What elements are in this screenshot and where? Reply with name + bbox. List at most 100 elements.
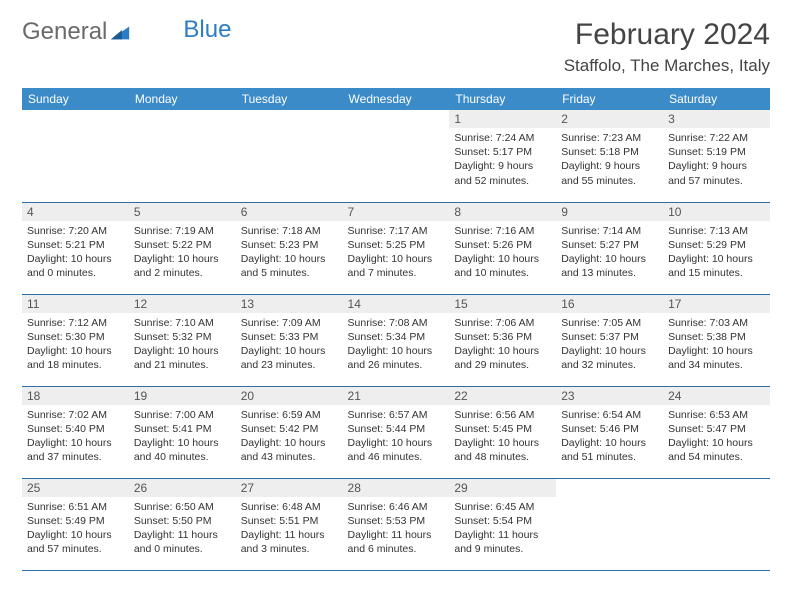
day-number: 28 bbox=[343, 479, 450, 497]
calendar-cell: 9Sunrise: 7:14 AMSunset: 5:27 PMDaylight… bbox=[556, 202, 663, 294]
sunrise-line: Sunrise: 7:20 AM bbox=[27, 224, 124, 238]
daylight-line: Daylight: 10 hours and 43 minutes. bbox=[241, 436, 338, 464]
sunrise-line: Sunrise: 7:14 AM bbox=[561, 224, 658, 238]
day-number: 15 bbox=[449, 295, 556, 313]
day-details: Sunrise: 7:13 AMSunset: 5:29 PMDaylight:… bbox=[663, 221, 770, 281]
daylight-line: Daylight: 10 hours and 13 minutes. bbox=[561, 252, 658, 280]
sunrise-line: Sunrise: 6:59 AM bbox=[241, 408, 338, 422]
day-details: Sunrise: 7:16 AMSunset: 5:26 PMDaylight:… bbox=[449, 221, 556, 281]
calendar-cell: 24Sunrise: 6:53 AMSunset: 5:47 PMDayligh… bbox=[663, 386, 770, 478]
sunrise-line: Sunrise: 7:05 AM bbox=[561, 316, 658, 330]
day-details: Sunrise: 6:57 AMSunset: 5:44 PMDaylight:… bbox=[343, 405, 450, 465]
sunrise-line: Sunrise: 6:48 AM bbox=[241, 500, 338, 514]
sunrise-line: Sunrise: 6:51 AM bbox=[27, 500, 124, 514]
daylight-line: Daylight: 10 hours and 54 minutes. bbox=[668, 436, 765, 464]
sunrise-line: Sunrise: 7:22 AM bbox=[668, 131, 765, 145]
sunset-line: Sunset: 5:51 PM bbox=[241, 514, 338, 528]
daylight-line: Daylight: 10 hours and 34 minutes. bbox=[668, 344, 765, 372]
day-details: Sunrise: 7:08 AMSunset: 5:34 PMDaylight:… bbox=[343, 313, 450, 373]
daylight-line: Daylight: 10 hours and 51 minutes. bbox=[561, 436, 658, 464]
daylight-line: Daylight: 10 hours and 46 minutes. bbox=[348, 436, 445, 464]
calendar-table: SundayMondayTuesdayWednesdayThursdayFrid… bbox=[22, 88, 770, 571]
logo-icon bbox=[109, 21, 131, 43]
calendar-cell: 6Sunrise: 7:18 AMSunset: 5:23 PMDaylight… bbox=[236, 202, 343, 294]
day-number: 27 bbox=[236, 479, 343, 497]
day-header: Friday bbox=[556, 88, 663, 110]
day-details: Sunrise: 7:06 AMSunset: 5:36 PMDaylight:… bbox=[449, 313, 556, 373]
sunset-line: Sunset: 5:49 PM bbox=[27, 514, 124, 528]
day-number: 29 bbox=[449, 479, 556, 497]
sunset-line: Sunset: 5:23 PM bbox=[241, 238, 338, 252]
logo: General Blue bbox=[22, 18, 231, 46]
day-details: Sunrise: 7:12 AMSunset: 5:30 PMDaylight:… bbox=[22, 313, 129, 373]
day-details: Sunrise: 7:14 AMSunset: 5:27 PMDaylight:… bbox=[556, 221, 663, 281]
daylight-line: Daylight: 9 hours and 57 minutes. bbox=[668, 159, 765, 187]
calendar-head: SundayMondayTuesdayWednesdayThursdayFrid… bbox=[22, 88, 770, 110]
daylight-line: Daylight: 10 hours and 10 minutes. bbox=[454, 252, 551, 280]
sunset-line: Sunset: 5:29 PM bbox=[668, 238, 765, 252]
sunset-line: Sunset: 5:22 PM bbox=[134, 238, 231, 252]
day-details: Sunrise: 6:45 AMSunset: 5:54 PMDaylight:… bbox=[449, 497, 556, 557]
calendar-cell: 18Sunrise: 7:02 AMSunset: 5:40 PMDayligh… bbox=[22, 386, 129, 478]
day-details: Sunrise: 7:20 AMSunset: 5:21 PMDaylight:… bbox=[22, 221, 129, 281]
daylight-line: Daylight: 10 hours and 7 minutes. bbox=[348, 252, 445, 280]
day-details: Sunrise: 7:03 AMSunset: 5:38 PMDaylight:… bbox=[663, 313, 770, 373]
day-number: 1 bbox=[449, 110, 556, 128]
daylight-line: Daylight: 10 hours and 48 minutes. bbox=[454, 436, 551, 464]
calendar-cell: 28Sunrise: 6:46 AMSunset: 5:53 PMDayligh… bbox=[343, 478, 450, 570]
calendar-cell: 22Sunrise: 6:56 AMSunset: 5:45 PMDayligh… bbox=[449, 386, 556, 478]
calendar-cell: 23Sunrise: 6:54 AMSunset: 5:46 PMDayligh… bbox=[556, 386, 663, 478]
day-number: 5 bbox=[129, 203, 236, 221]
calendar-cell: 1Sunrise: 7:24 AMSunset: 5:17 PMDaylight… bbox=[449, 110, 556, 202]
day-header: Saturday bbox=[663, 88, 770, 110]
sunrise-line: Sunrise: 7:18 AM bbox=[241, 224, 338, 238]
calendar-cell: 19Sunrise: 7:00 AMSunset: 5:41 PMDayligh… bbox=[129, 386, 236, 478]
day-details: Sunrise: 6:46 AMSunset: 5:53 PMDaylight:… bbox=[343, 497, 450, 557]
sunrise-line: Sunrise: 7:09 AM bbox=[241, 316, 338, 330]
sunrise-line: Sunrise: 7:08 AM bbox=[348, 316, 445, 330]
calendar-week: 25Sunrise: 6:51 AMSunset: 5:49 PMDayligh… bbox=[22, 478, 770, 570]
daylight-line: Daylight: 11 hours and 0 minutes. bbox=[134, 528, 231, 556]
calendar-cell: 17Sunrise: 7:03 AMSunset: 5:38 PMDayligh… bbox=[663, 294, 770, 386]
sunset-line: Sunset: 5:44 PM bbox=[348, 422, 445, 436]
daylight-line: Daylight: 11 hours and 6 minutes. bbox=[348, 528, 445, 556]
day-number: 6 bbox=[236, 203, 343, 221]
sunset-line: Sunset: 5:36 PM bbox=[454, 330, 551, 344]
sunset-line: Sunset: 5:27 PM bbox=[561, 238, 658, 252]
sunrise-line: Sunrise: 7:03 AM bbox=[668, 316, 765, 330]
calendar-cell: 25Sunrise: 6:51 AMSunset: 5:49 PMDayligh… bbox=[22, 478, 129, 570]
day-details: Sunrise: 7:23 AMSunset: 5:18 PMDaylight:… bbox=[556, 128, 663, 188]
day-details: Sunrise: 7:02 AMSunset: 5:40 PMDaylight:… bbox=[22, 405, 129, 465]
daylight-line: Daylight: 10 hours and 32 minutes. bbox=[561, 344, 658, 372]
sunset-line: Sunset: 5:21 PM bbox=[27, 238, 124, 252]
day-details: Sunrise: 6:51 AMSunset: 5:49 PMDaylight:… bbox=[22, 497, 129, 557]
calendar-week: 1Sunrise: 7:24 AMSunset: 5:17 PMDaylight… bbox=[22, 110, 770, 202]
daylight-line: Daylight: 10 hours and 0 minutes. bbox=[27, 252, 124, 280]
sunset-line: Sunset: 5:42 PM bbox=[241, 422, 338, 436]
day-number: 23 bbox=[556, 387, 663, 405]
day-header: Monday bbox=[129, 88, 236, 110]
calendar-cell: 27Sunrise: 6:48 AMSunset: 5:51 PMDayligh… bbox=[236, 478, 343, 570]
day-number: 8 bbox=[449, 203, 556, 221]
sunset-line: Sunset: 5:54 PM bbox=[454, 514, 551, 528]
day-header: Sunday bbox=[22, 88, 129, 110]
sunset-line: Sunset: 5:45 PM bbox=[454, 422, 551, 436]
day-details: Sunrise: 6:48 AMSunset: 5:51 PMDaylight:… bbox=[236, 497, 343, 557]
calendar-cell: 15Sunrise: 7:06 AMSunset: 5:36 PMDayligh… bbox=[449, 294, 556, 386]
calendar-week: 4Sunrise: 7:20 AMSunset: 5:21 PMDaylight… bbox=[22, 202, 770, 294]
day-number: 3 bbox=[663, 110, 770, 128]
month-title: February 2024 bbox=[564, 18, 770, 52]
sunrise-line: Sunrise: 7:12 AM bbox=[27, 316, 124, 330]
daylight-line: Daylight: 10 hours and 57 minutes. bbox=[27, 528, 124, 556]
daylight-line: Daylight: 10 hours and 40 minutes. bbox=[134, 436, 231, 464]
calendar-cell bbox=[556, 478, 663, 570]
day-header: Thursday bbox=[449, 88, 556, 110]
calendar-cell bbox=[663, 478, 770, 570]
day-number: 17 bbox=[663, 295, 770, 313]
sunset-line: Sunset: 5:47 PM bbox=[668, 422, 765, 436]
daylight-line: Daylight: 10 hours and 23 minutes. bbox=[241, 344, 338, 372]
day-number: 19 bbox=[129, 387, 236, 405]
calendar-cell: 20Sunrise: 6:59 AMSunset: 5:42 PMDayligh… bbox=[236, 386, 343, 478]
sunrise-line: Sunrise: 7:23 AM bbox=[561, 131, 658, 145]
sunset-line: Sunset: 5:37 PM bbox=[561, 330, 658, 344]
